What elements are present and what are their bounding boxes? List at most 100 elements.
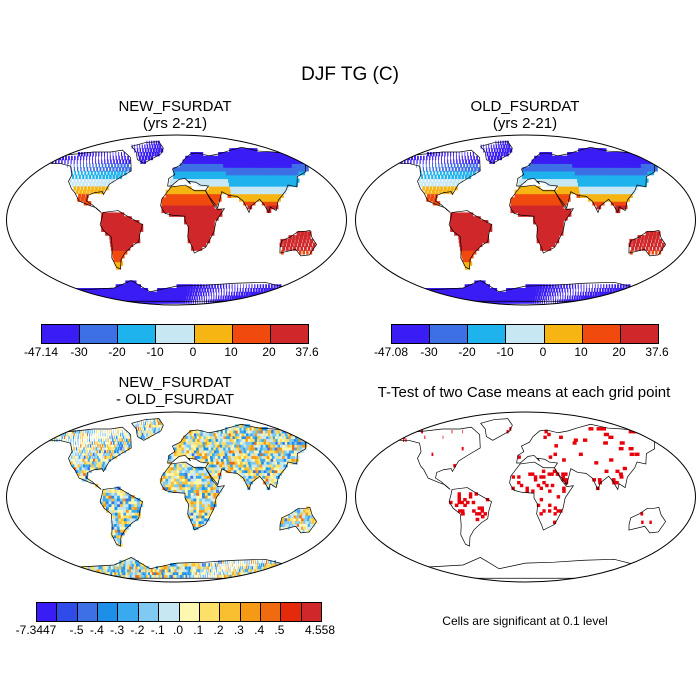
grid-cell (541, 163, 546, 168)
grid-cell (198, 204, 204, 210)
grid-cell (202, 458, 207, 462)
grid-cell (233, 291, 236, 297)
grid-cell (220, 446, 225, 451)
grid-cell (304, 246, 307, 251)
grid-cell (190, 189, 196, 195)
grid-cell (102, 452, 105, 457)
grid-cell (246, 299, 251, 304)
grid-cell (540, 238, 545, 244)
grid-cell (585, 186, 591, 191)
grid-cell (95, 163, 97, 168)
grid-cell (176, 475, 180, 479)
grid-cell (176, 167, 181, 172)
grid-cell (197, 455, 201, 459)
grid-cell (191, 231, 196, 236)
grid-cell (198, 288, 201, 293)
grid-cell (100, 223, 106, 229)
grid-cell (230, 159, 237, 164)
grid-cell (165, 204, 170, 210)
grid-cell (622, 295, 628, 300)
grid-cell (604, 178, 611, 183)
grid-cell (238, 163, 245, 168)
grid-cell (89, 429, 91, 434)
grid-cell (591, 170, 597, 176)
grid-cell (566, 208, 572, 214)
grid-cell (557, 167, 563, 172)
grid-cell (280, 291, 286, 297)
grid-cell (418, 178, 422, 183)
grid-cell (97, 170, 100, 176)
grid-cell (189, 170, 194, 176)
grid-cell (576, 174, 582, 180)
grid-cell (99, 182, 103, 187)
grid-cell (119, 432, 122, 437)
grid-cell (457, 216, 462, 221)
grid-cell (223, 563, 225, 567)
grid-cell (583, 295, 586, 300)
grid-cell (76, 466, 79, 471)
grid-cell (256, 472, 261, 476)
grid-cell (236, 186, 242, 191)
grid-cell (205, 565, 207, 570)
grid-cell (444, 152, 446, 157)
grid-cell (93, 432, 95, 437)
grid-cell (615, 204, 620, 210)
grid-cell (72, 574, 81, 578)
grid-cell (639, 242, 643, 248)
grid-cell (592, 291, 595, 297)
grid-cell (420, 155, 422, 161)
grid-cell (609, 193, 615, 198)
grid-cell (144, 568, 149, 573)
grid-cell (100, 500, 104, 505)
grid-cell (66, 571, 75, 576)
grid-cell (184, 486, 189, 491)
grid-cell (57, 288, 67, 293)
grid-cell (544, 227, 549, 232)
grid-cell (80, 444, 82, 448)
grid-cell (461, 254, 467, 259)
grid-cell (498, 144, 500, 149)
grid-cell (81, 469, 84, 474)
grid-cell (423, 170, 426, 176)
grid-cell (237, 288, 239, 293)
grid-cell (95, 446, 98, 451)
grid-cell (112, 514, 117, 519)
grid-cell (636, 288, 640, 293)
grid-cell (75, 174, 78, 180)
grid-cell (193, 489, 197, 493)
grid-cell (433, 299, 444, 304)
grid-cell (154, 574, 159, 578)
grid-cell (604, 189, 610, 195)
grid-cell (460, 178, 464, 183)
grid-cell (185, 571, 188, 576)
grid-cell (190, 497, 195, 502)
grid-cell (555, 201, 560, 206)
grid-cell (204, 182, 210, 187)
grid-cell (83, 472, 86, 476)
grid-cell (559, 216, 564, 221)
grid-cell (234, 193, 240, 198)
grid-cell (280, 523, 283, 527)
grid-cell (114, 486, 118, 491)
grid-cell (633, 238, 637, 244)
grid-cell (87, 441, 89, 445)
grid-cell (135, 231, 140, 236)
grid-cell (92, 452, 95, 457)
grid-cell (582, 186, 588, 191)
grid-cell (81, 571, 90, 576)
grid-cell (603, 295, 608, 300)
grid-cell (104, 216, 110, 221)
grid-cell (240, 284, 241, 289)
grid-cell (224, 438, 229, 442)
grid-cell (193, 432, 198, 437)
grid-cell (188, 284, 191, 289)
grid-cell (536, 189, 541, 195)
grid-cell (279, 242, 283, 248)
grid-cell (611, 189, 618, 195)
grid-cell (307, 514, 311, 519)
grid-cell (123, 227, 129, 232)
grid-cell (572, 288, 574, 293)
grid-cell (162, 475, 166, 479)
grid-cell (168, 486, 172, 491)
grid-cell (283, 463, 288, 468)
